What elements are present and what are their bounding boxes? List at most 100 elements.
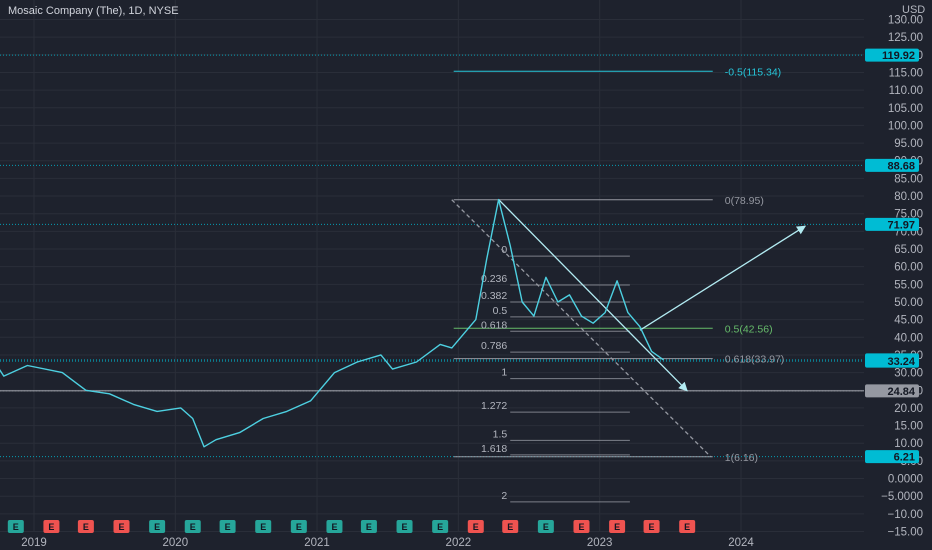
y-tick-label: 125.00 <box>888 32 923 44</box>
fib-extension-label: 0.382 <box>481 290 507 302</box>
chart-title[interactable]: Mosaic Company (The), 1D, NYSE <box>8 5 179 17</box>
earnings-marker[interactable] <box>360 520 377 533</box>
y-tick-label: 15.00 <box>894 421 923 433</box>
price-badge <box>865 158 919 172</box>
earnings-marker-label: E <box>225 522 231 532</box>
earnings-marker-label: E <box>190 522 196 532</box>
price-badge-label: 6.21 <box>894 452 915 464</box>
y-tick-label: 80.00 <box>894 191 923 203</box>
y-tick-label: 30.00 <box>894 368 923 380</box>
fib-drawings[interactable]: -0.5(115.34) 0(78.95) 0.5(42.56) 0.618(33.9… <box>453 66 785 503</box>
earnings-marker-label: E <box>543 522 549 532</box>
price-series[interactable] <box>0 198 665 448</box>
fib-extension-label: 0.5 <box>493 305 508 317</box>
earnings-marker[interactable] <box>255 520 272 533</box>
earnings-marker-label: E <box>507 522 513 532</box>
earnings-marker-label: E <box>118 522 124 532</box>
earnings-marker-label: E <box>473 522 479 532</box>
price-badge <box>865 450 919 464</box>
earnings-marker-label: E <box>154 522 160 532</box>
y-tick-label: 65.00 <box>894 244 923 256</box>
earnings-row[interactable]: EEEEEEEEEEEEEEEEEEEEEE <box>0 520 696 533</box>
price-axis-ticks: 130.00125.00120.00115.00110.00105.00100.… <box>881 15 923 539</box>
earnings-marker-label: E <box>684 522 690 532</box>
y-tick-label: 50.00 <box>894 297 923 309</box>
earnings-marker[interactable] <box>679 520 696 533</box>
currency-label: USD <box>902 4 925 16</box>
fib-extension-label: 0.236 <box>481 273 507 285</box>
x-tick-label: 2019 <box>21 537 47 549</box>
y-tick-label: 10.00 <box>894 438 923 450</box>
y-tick-label: 20.00 <box>894 403 923 415</box>
earnings-marker-label: E <box>402 522 408 532</box>
dashed-trend-line[interactable] <box>451 199 712 458</box>
earnings-marker[interactable] <box>609 520 626 533</box>
earnings-marker[interactable] <box>502 520 519 533</box>
price-badge <box>865 354 919 368</box>
fib-retracement-label: -0.5(115.34) <box>725 66 781 78</box>
earnings-marker[interactable] <box>573 520 590 533</box>
y-tick-label: 0.0000 <box>888 474 923 486</box>
earnings-marker-label: E <box>331 522 337 532</box>
y-tick-label: −15.00 <box>888 527 924 539</box>
earnings-marker[interactable] <box>643 520 660 533</box>
fib-retracement-label: 1(6.16) <box>725 452 758 464</box>
x-tick-label: 2020 <box>163 537 189 549</box>
y-tick-label: 115.00 <box>889 67 923 79</box>
earnings-marker-label: E <box>13 522 19 532</box>
y-tick-label: 85.00 <box>894 173 923 185</box>
y-tick-label: 40.00 <box>894 332 923 344</box>
earnings-marker[interactable] <box>219 520 236 533</box>
y-tick-label: −10.00 <box>888 509 924 521</box>
fib-extension-label: 1 <box>501 367 507 379</box>
earnings-marker[interactable] <box>184 520 201 533</box>
earnings-marker[interactable] <box>290 520 307 533</box>
fib-extension-label: 0 <box>501 244 507 256</box>
time-axis[interactable]: 2019 2020 2021 2022 2023 2024 <box>21 537 754 549</box>
price-badge <box>865 217 919 231</box>
fib-extension-label: 0.618 <box>481 319 507 331</box>
y-tick-label: 75.00 <box>894 209 923 221</box>
earnings-marker[interactable] <box>77 520 94 533</box>
earnings-marker[interactable] <box>43 520 60 533</box>
price-badge-label: 119.92 <box>882 50 915 62</box>
earnings-marker[interactable] <box>396 520 413 533</box>
y-tick-label: 95.00 <box>894 138 923 150</box>
y-tick-label: 110.00 <box>889 85 923 97</box>
grid <box>0 0 864 532</box>
y-tick-label: 100.00 <box>888 120 923 132</box>
x-tick-label: 2024 <box>728 537 754 549</box>
earnings-marker[interactable] <box>537 520 554 533</box>
y-tick-label: −5.0000 <box>881 491 923 503</box>
earnings-marker-label: E <box>614 522 620 532</box>
y-tick-label: 105.00 <box>888 103 923 115</box>
price-line[interactable] <box>0 198 665 448</box>
price-badge-label: 24.84 <box>887 386 915 398</box>
trend-line[interactable] <box>639 225 807 331</box>
earnings-marker[interactable] <box>326 520 343 533</box>
y-tick-label: 55.00 <box>894 279 923 291</box>
earnings-marker-label: E <box>366 522 372 532</box>
earnings-marker-label: E <box>296 522 302 532</box>
fib-extension-label: 1.618 <box>481 443 507 455</box>
price-badge-label: 71.97 <box>887 219 915 231</box>
earnings-marker-label: E <box>578 522 584 532</box>
earnings-marker[interactable] <box>149 520 166 533</box>
earnings-marker[interactable] <box>7 520 24 533</box>
price-badge <box>865 384 919 398</box>
earnings-marker[interactable] <box>467 520 484 533</box>
earnings-marker-label: E <box>83 522 89 532</box>
earnings-marker[interactable] <box>113 520 130 533</box>
earnings-marker[interactable] <box>432 520 449 533</box>
price-badge-label: 88.68 <box>887 160 915 172</box>
fib-extension-label: 1.5 <box>493 428 508 440</box>
trend-line[interactable] <box>498 199 688 392</box>
fib-extension-label: 0.786 <box>481 340 507 352</box>
fib-retracement-label: 0.5(42.56) <box>725 323 773 335</box>
price-badge <box>865 48 919 62</box>
trend-lines[interactable] <box>0 199 864 458</box>
price-badge-label: 33.24 <box>887 356 915 368</box>
